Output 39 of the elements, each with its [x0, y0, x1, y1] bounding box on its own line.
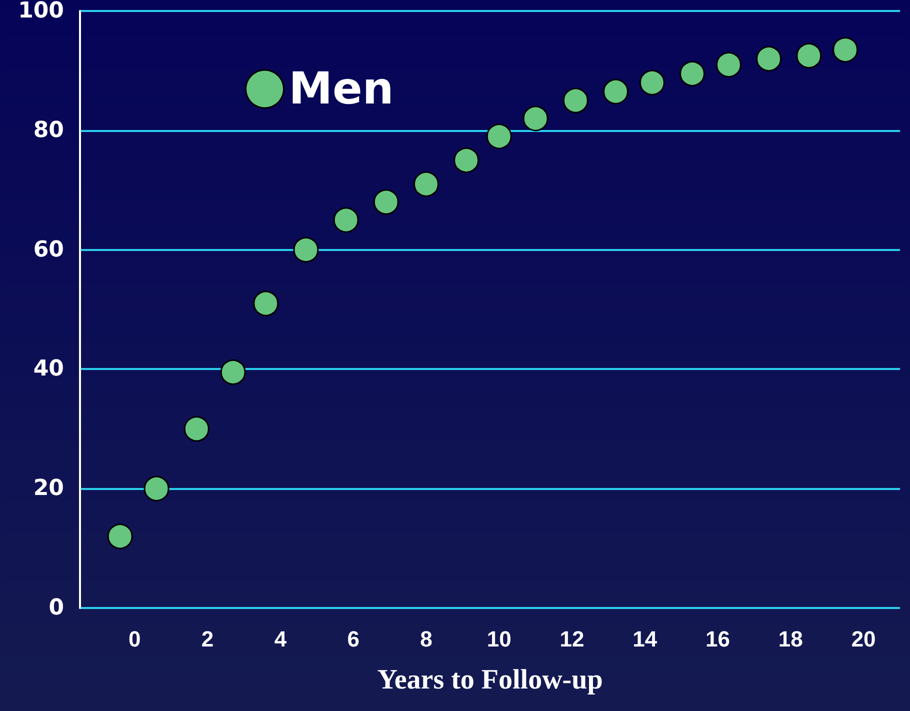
point: [562, 88, 588, 114]
point: [832, 37, 858, 63]
point: [373, 189, 399, 215]
y-tick-label: 100: [18, 0, 64, 24]
point: [220, 359, 246, 385]
y-tick-label: 20: [33, 476, 64, 502]
y-tick-label: 60: [33, 237, 64, 262]
y-tick-label: 0: [48, 596, 64, 620]
point: [603, 78, 628, 104]
point: [293, 237, 319, 263]
point: [107, 524, 133, 550]
point: [716, 52, 742, 78]
point: [184, 416, 210, 442]
x-tick-label: 4: [274, 626, 288, 652]
x-tick-label: 0: [128, 626, 141, 652]
x-tick-label: 8: [420, 626, 432, 652]
x-tick-label: 16: [706, 626, 730, 652]
point: [333, 207, 359, 233]
point: [454, 148, 480, 173]
x-tick-label: 2: [201, 626, 214, 652]
x-axis-title: Years to Follow-up: [377, 664, 603, 696]
x-tick-label: 6: [347, 626, 360, 652]
point: [486, 124, 512, 150]
y-tick-label: 40: [33, 356, 64, 382]
x-tick-label: 12: [560, 626, 584, 652]
point: [796, 43, 822, 69]
point: [253, 290, 279, 316]
point: [144, 476, 170, 502]
point: [680, 60, 706, 86]
y-tick-label: 80: [33, 118, 64, 143]
x-tick-label: 10: [486, 626, 512, 652]
x-tick-label: 14: [632, 626, 658, 652]
point: [413, 171, 439, 197]
x-tick-label: 18: [778, 626, 803, 652]
x-tick-label: 20: [851, 626, 876, 652]
legend-label: Men: [288, 64, 394, 114]
point: [639, 70, 665, 96]
point: [756, 46, 782, 72]
point: [522, 106, 548, 132]
